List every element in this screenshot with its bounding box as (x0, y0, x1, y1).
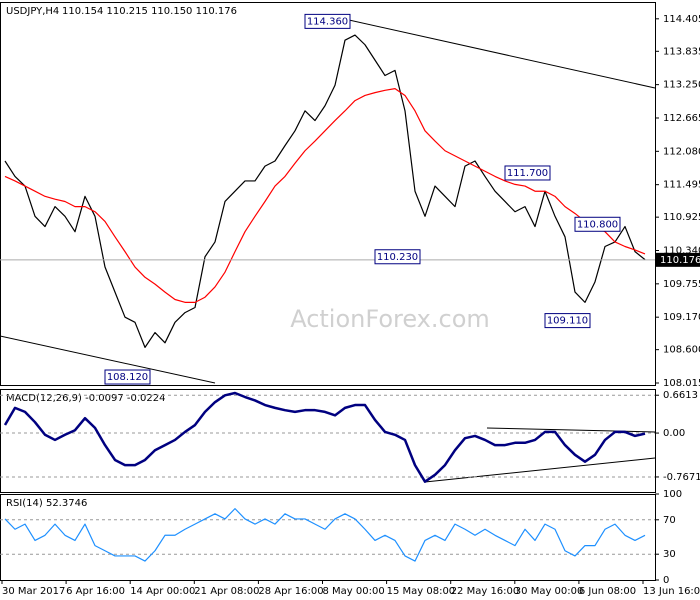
trend-line (424, 457, 656, 483)
x-tick-label: 13 Jun 16:00 (643, 586, 700, 597)
annotation-label: 108.120 (107, 372, 148, 383)
x-tick-label: 8 May 00:00 (323, 586, 385, 597)
y-tick-label: 111.495 (663, 180, 700, 191)
annotation-label: 110.230 (377, 252, 418, 263)
macd-title: MACD(12,26,9) -0.0097 -0.0224 (6, 393, 166, 404)
annotation-box (544, 313, 591, 329)
y-tick-label: 113.250 (663, 80, 700, 91)
y-tick-label: 110.340 (663, 245, 700, 256)
y-tick-label: 109.755 (663, 279, 700, 290)
chart-subtitle: 110.154 110.215 110.150 110.176 (62, 6, 237, 17)
rsi-panel (0, 494, 656, 581)
x-tick-label: 21 Apr 08:00 (194, 586, 259, 597)
annotation-label: 111.700 (507, 168, 548, 179)
series-line (3, 391, 646, 483)
y-tick-label: 113.835 (663, 46, 700, 57)
annotation-label: 109.110 (547, 316, 588, 327)
y-tick-label: 109.170 (663, 312, 700, 323)
trend-line (339, 17, 656, 89)
price-panel (0, 2, 656, 386)
annotation-box (104, 369, 151, 385)
y-tick-label: 0 (663, 575, 669, 586)
y-tick-label: 112.665 (663, 113, 700, 124)
series-line (4, 508, 646, 562)
y-tick-label: 112.080 (663, 146, 700, 157)
annotation-label: 110.800 (577, 219, 618, 230)
x-tick-label: 22 May 16:00 (451, 586, 520, 597)
y-tick-label: 0.00 (663, 428, 685, 439)
y-tick-label: 100 (663, 489, 682, 500)
series-line (4, 88, 646, 303)
last-price-box (656, 252, 700, 267)
x-tick-label: 15 May 08:00 (387, 586, 456, 597)
annotation-label: 114.360 (307, 16, 348, 27)
macd-panel (0, 389, 656, 493)
annotation-box (374, 249, 421, 265)
last-price-label: 110.176 (660, 255, 700, 266)
y-tick-label: 108.600 (663, 345, 700, 356)
watermark: ActionForex.com (290, 305, 490, 333)
trend-line (0, 335, 216, 384)
x-tick-label: 28 Apr 16:00 (258, 586, 323, 597)
annotation-box (304, 13, 351, 29)
trend-line (486, 427, 656, 433)
y-tick-label: -0.7671 (663, 472, 700, 483)
x-tick-label: 30 May 00:00 (515, 586, 584, 597)
y-tick-label: 108.015 (663, 378, 700, 389)
rsi-title: RSI(14) 52.3746 (6, 498, 87, 509)
x-tick-label: 6 Apr 16:00 (66, 586, 125, 597)
annotation-box (504, 165, 551, 181)
series-line (4, 34, 646, 348)
y-tick-label: 30 (663, 549, 676, 560)
y-tick-label: 70 (663, 515, 676, 526)
chart-title: USDJPY,H4 (6, 6, 59, 17)
y-tick-label: 0.6613 (663, 390, 698, 401)
x-tick-label: 6 Jun 08:00 (579, 586, 636, 597)
annotation-box (574, 216, 621, 232)
x-tick-label: 14 Apr 00:00 (130, 586, 195, 597)
y-tick-label: 114.405 (663, 14, 700, 25)
y-tick-label: 110.925 (663, 212, 700, 223)
x-tick-label: 30 Mar 2017 (2, 586, 65, 597)
